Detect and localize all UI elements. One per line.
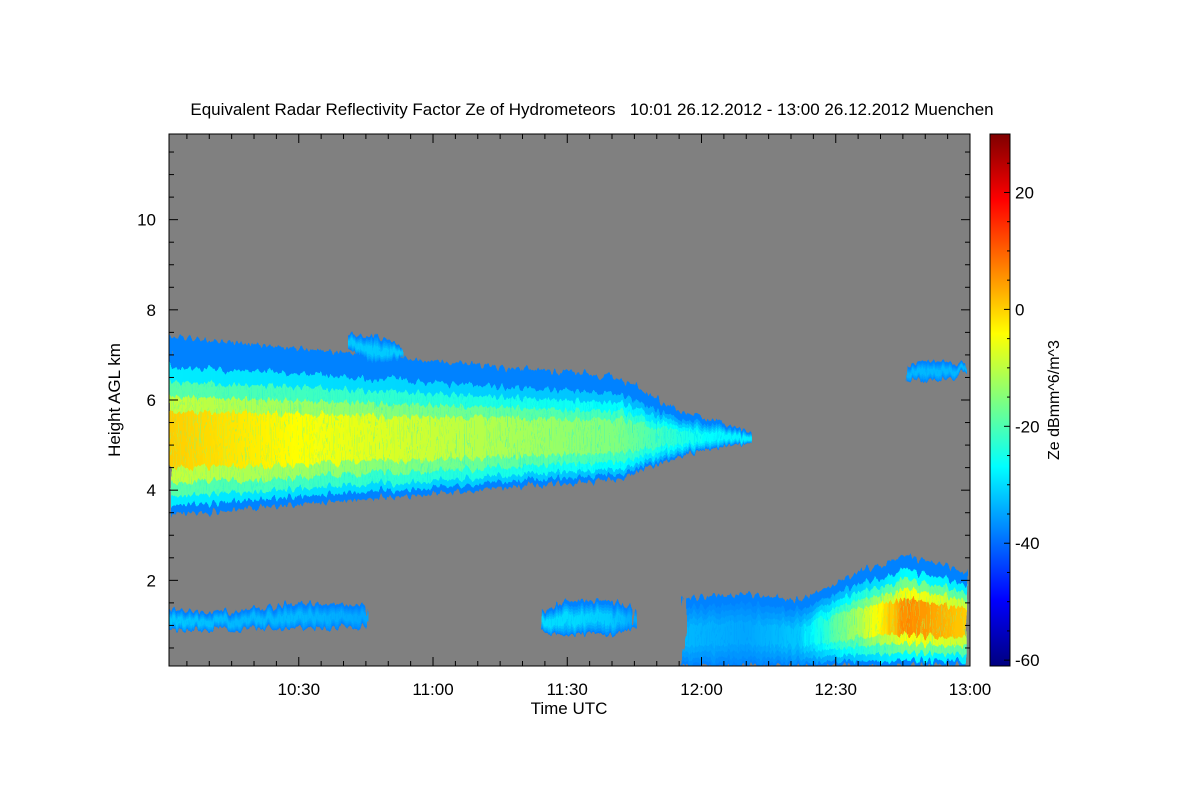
colorbar-tick-label: -60 bbox=[1015, 651, 1040, 670]
x-tick-label: 11:30 bbox=[547, 680, 588, 699]
y-tick-label: 2 bbox=[147, 571, 156, 590]
echo-region-core bbox=[347, 336, 403, 363]
x-tick-label: 10:30 bbox=[277, 680, 320, 699]
y-tick-label: 4 bbox=[147, 481, 156, 500]
y-tick-label: 10 bbox=[137, 211, 156, 230]
x-tick-label: 11:00 bbox=[412, 680, 453, 699]
echo-region-core bbox=[169, 366, 752, 506]
colorbar-tick-label: -20 bbox=[1015, 417, 1040, 436]
colorbar-label: Ze dBmm^6/m^3 bbox=[1046, 340, 1063, 460]
echo-region-core bbox=[540, 605, 635, 633]
x-axis-label: Time UTC bbox=[531, 699, 608, 718]
y-tick-label: 6 bbox=[147, 391, 156, 410]
x-axis: 10:30 11:00 11:30 12:00 12:30 13:00 bbox=[186, 134, 992, 699]
y-axis-label: Height AGL km bbox=[105, 343, 124, 457]
x-tick-label: 13:00 bbox=[949, 680, 992, 699]
colorbar-tick-label: -40 bbox=[1015, 534, 1040, 553]
x-tick-label: 12:00 bbox=[680, 680, 723, 699]
y-tick-label: 8 bbox=[147, 301, 156, 320]
echo-layer bbox=[169, 334, 967, 666]
x-tick-label: 12:30 bbox=[814, 680, 857, 699]
colorbar-axis: 20 0 -20 -40 -60 bbox=[1004, 133, 1040, 670]
echo-region-core bbox=[907, 364, 967, 381]
echo-region-core bbox=[169, 606, 367, 630]
colorbar bbox=[989, 133, 1011, 667]
echo-region-core bbox=[683, 570, 967, 663]
y-axis: 2 4 6 8 10 bbox=[137, 151, 970, 649]
chart-title: Equivalent Radar Reflectivity Factor Ze … bbox=[190, 100, 993, 119]
colorbar-tick-label: 0 bbox=[1015, 300, 1024, 319]
colorbar-tick-label: 20 bbox=[1015, 183, 1034, 202]
